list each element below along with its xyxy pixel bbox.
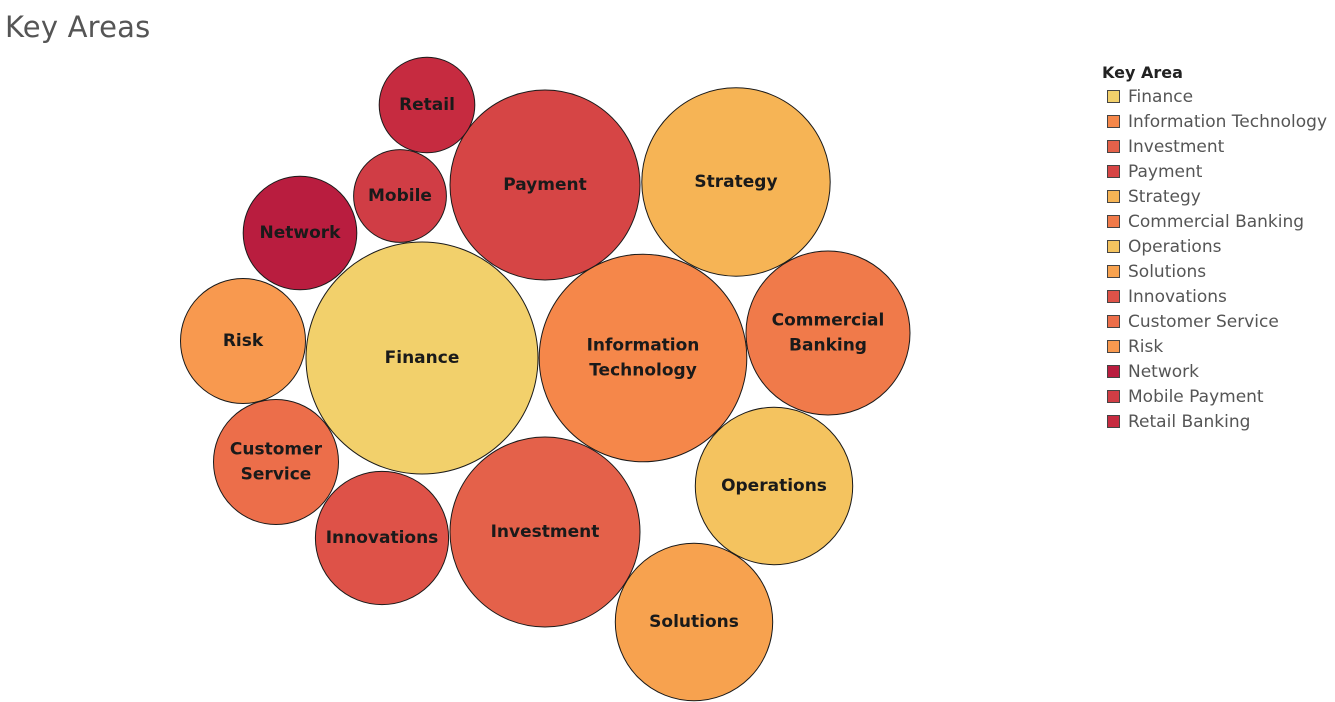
bubble-operations[interactable]: Operations bbox=[694, 406, 854, 566]
bubble-payment[interactable]: Payment bbox=[449, 89, 641, 281]
legend-swatch bbox=[1107, 365, 1120, 378]
bubble-circle[interactable] bbox=[538, 253, 748, 463]
bubble-label: Retail bbox=[399, 95, 455, 115]
legend-label: Strategy bbox=[1128, 186, 1201, 207]
legend-label: Operations bbox=[1128, 236, 1222, 257]
legend-label: Risk bbox=[1128, 336, 1164, 357]
bubble-label: Service bbox=[241, 465, 312, 485]
legend-item[interactable]: Mobile Payment bbox=[1102, 384, 1334, 409]
chart-title: Key Areas bbox=[5, 10, 151, 44]
bubble-circle[interactable] bbox=[745, 250, 911, 416]
bubble-label: Payment bbox=[503, 175, 587, 195]
bubble-investment[interactable]: Investment bbox=[449, 436, 641, 628]
bubble-label: Strategy bbox=[694, 172, 777, 192]
legend-item[interactable]: Solutions bbox=[1102, 259, 1334, 284]
bubble-circle[interactable] bbox=[314, 470, 450, 606]
bubble-label: Innovations bbox=[326, 528, 439, 548]
legend-item[interactable]: Payment bbox=[1102, 159, 1334, 184]
bubble-circle[interactable] bbox=[353, 149, 447, 243]
legend-label: Mobile Payment bbox=[1128, 386, 1264, 407]
bubble-circle[interactable] bbox=[449, 436, 641, 628]
legend-label: Finance bbox=[1128, 86, 1194, 107]
legend-swatch bbox=[1107, 90, 1120, 103]
bubble-label: Finance bbox=[385, 348, 460, 368]
bubble-information-technology[interactable]: Information Technology bbox=[538, 253, 748, 463]
legend: Key Area Finance Information Technology In… bbox=[1102, 62, 1334, 434]
bubble-label: Customer bbox=[230, 440, 323, 460]
legend-swatch bbox=[1107, 415, 1120, 428]
bubble-customer-service[interactable]: Customer Service bbox=[213, 399, 339, 525]
bubble-circle[interactable] bbox=[694, 406, 854, 566]
bubble-innovations[interactable]: Innovations bbox=[314, 470, 450, 606]
legend-label: Customer Service bbox=[1128, 311, 1279, 332]
legend-item[interactable]: Customer Service bbox=[1102, 309, 1334, 334]
legend-swatch bbox=[1107, 140, 1120, 153]
legend-label: Information Technology bbox=[1128, 111, 1328, 132]
bubble-label: Investment bbox=[491, 522, 600, 542]
legend-swatch bbox=[1107, 240, 1120, 253]
bubble-commercial-banking[interactable]: Commercial Banking bbox=[745, 250, 911, 416]
bubble-label: Technology bbox=[589, 361, 697, 381]
legend-swatch bbox=[1107, 165, 1120, 178]
legend-item[interactable]: Investment bbox=[1102, 134, 1334, 159]
bubble-strategy[interactable]: Strategy bbox=[641, 87, 831, 277]
legend-title: Key Area bbox=[1102, 63, 1183, 82]
bubble-solutions[interactable]: Solutions bbox=[614, 542, 774, 702]
bubble-chart: Finance Information Technology Investment Pa… bbox=[180, 56, 911, 702]
bubble-risk[interactable]: Risk bbox=[180, 278, 306, 404]
bubble-label: Operations bbox=[721, 476, 827, 496]
bubble-finance[interactable]: Finance bbox=[305, 241, 539, 475]
bubble-label: Network bbox=[260, 223, 342, 243]
legend-item[interactable]: Commercial Banking bbox=[1102, 209, 1334, 234]
legend-items: Finance Information Technology Investment P… bbox=[1102, 84, 1334, 434]
bubble-circle[interactable] bbox=[378, 56, 476, 154]
legend-swatch bbox=[1107, 265, 1120, 278]
legend-swatch bbox=[1107, 190, 1120, 203]
bubble-circle[interactable] bbox=[242, 175, 358, 291]
legend-swatch bbox=[1107, 340, 1120, 353]
legend-label: Commercial Banking bbox=[1128, 211, 1305, 232]
legend-swatch bbox=[1107, 315, 1120, 328]
bubble-network[interactable]: Network bbox=[242, 175, 358, 291]
legend-item[interactable]: Information Technology bbox=[1102, 109, 1334, 134]
legend-label: Solutions bbox=[1128, 261, 1207, 282]
bubble-circle[interactable] bbox=[180, 278, 306, 404]
legend-item[interactable]: Operations bbox=[1102, 234, 1334, 259]
legend-swatch bbox=[1107, 115, 1120, 128]
legend-swatch bbox=[1107, 390, 1120, 403]
bubble-retail-banking[interactable]: Retail bbox=[378, 56, 476, 154]
legend-swatch bbox=[1107, 215, 1120, 228]
legend-swatch bbox=[1107, 290, 1120, 303]
bubble-circle[interactable] bbox=[449, 89, 641, 281]
bubble-circle[interactable] bbox=[641, 87, 831, 277]
legend-item[interactable]: Finance bbox=[1102, 84, 1334, 109]
legend-label: Payment bbox=[1128, 161, 1203, 182]
bubble-circle[interactable] bbox=[305, 241, 539, 475]
bubble-circle[interactable] bbox=[213, 399, 339, 525]
legend-label: Investment bbox=[1128, 136, 1225, 157]
legend-item[interactable]: Network bbox=[1102, 359, 1334, 384]
legend-item[interactable]: Strategy bbox=[1102, 184, 1334, 209]
legend-label: Network bbox=[1128, 361, 1199, 382]
bubble-label: Banking bbox=[789, 336, 867, 356]
bubble-circle[interactable] bbox=[614, 542, 774, 702]
legend-item[interactable]: Risk bbox=[1102, 334, 1334, 359]
bubble-label: Information bbox=[587, 336, 700, 356]
legend-label: Retail Banking bbox=[1128, 411, 1251, 432]
legend-item[interactable]: Retail Banking bbox=[1102, 409, 1334, 434]
bubble-mobile-payment[interactable]: Mobile bbox=[353, 149, 447, 243]
bubble-label: Commercial bbox=[772, 311, 885, 331]
legend-item[interactable]: Innovations bbox=[1102, 284, 1334, 309]
bubble-label: Risk bbox=[223, 331, 264, 351]
bubble-label: Mobile bbox=[368, 186, 432, 206]
legend-label: Innovations bbox=[1128, 286, 1227, 307]
bubble-label: Solutions bbox=[649, 612, 739, 632]
